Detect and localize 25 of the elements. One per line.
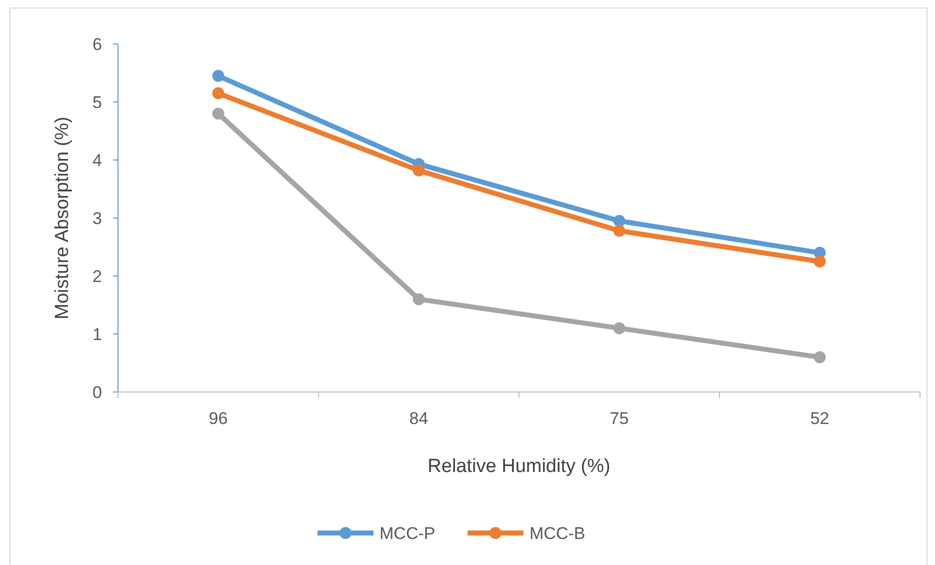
point — [212, 87, 224, 100]
point — [412, 164, 425, 176]
y-tick-label: 5 — [92, 92, 102, 112]
y-tick-label: 0 — [92, 382, 102, 402]
y-tick-label: 6 — [92, 34, 102, 54]
x-tick-label: 52 — [810, 409, 830, 428]
y-tick-label: 3 — [92, 208, 102, 228]
point — [212, 70, 224, 82]
point — [613, 322, 626, 334]
legend-label: MCC-B — [530, 524, 586, 543]
y-tick-label: 4 — [92, 150, 102, 170]
x-tick-label: 75 — [610, 409, 629, 428]
x-axis-title: Relative Humidity (%) — [428, 456, 610, 477]
y-tick-label: 1 — [92, 324, 102, 344]
point — [412, 293, 425, 306]
y-tick-label: 2 — [92, 266, 102, 286]
y-axis-title: Moisture Absorption (%) — [52, 116, 73, 320]
point — [212, 108, 224, 120]
point — [814, 256, 826, 268]
x-tick-label: 84 — [409, 409, 428, 428]
x-tick-label: 96 — [208, 409, 228, 428]
legend-label: MCC-P — [380, 524, 436, 543]
point — [814, 351, 826, 364]
point — [613, 224, 626, 237]
point — [613, 214, 626, 227]
